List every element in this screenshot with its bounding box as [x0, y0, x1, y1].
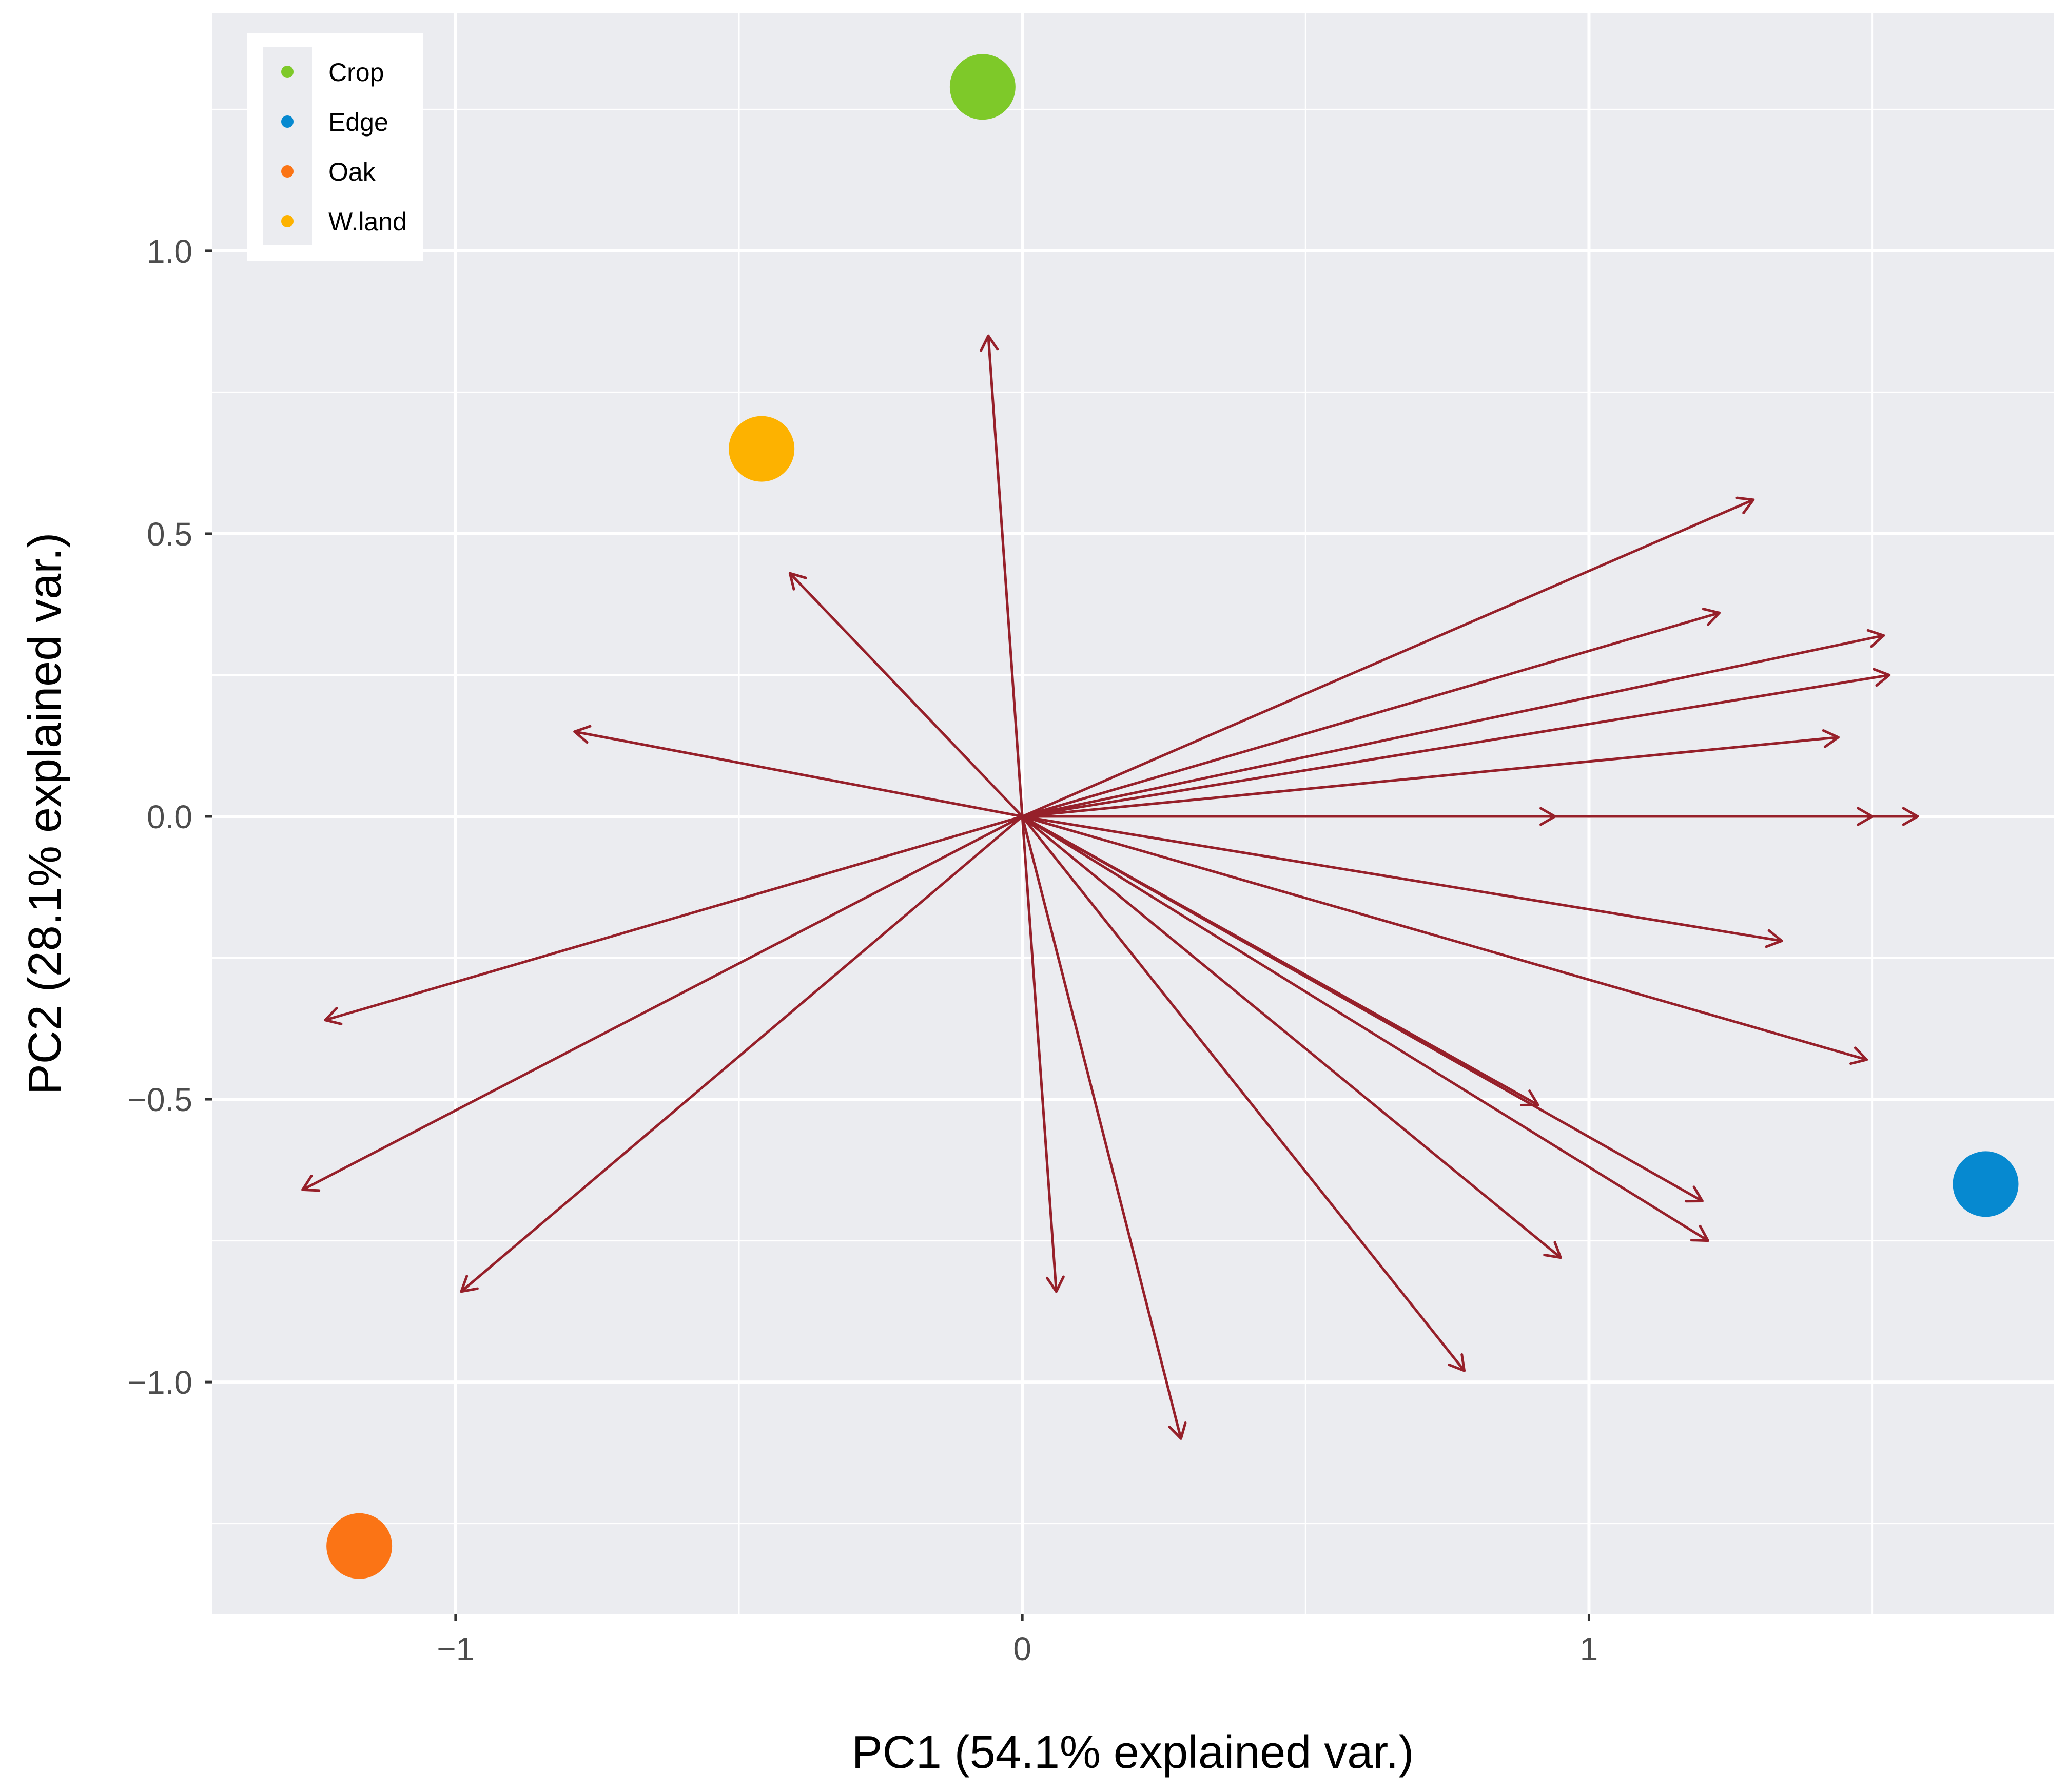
loading-arrow	[788, 572, 1024, 818]
y-axis-ticks: 1.0 0.5 0.0 −0.5 −1.0	[128, 233, 212, 1401]
loading-arrow-head	[980, 334, 999, 352]
loading-arrow-head	[1690, 1224, 1709, 1242]
loading-arrow-head	[460, 1275, 479, 1293]
loading-arrow-head	[1168, 1421, 1187, 1440]
y-tick-label: 1.0	[147, 233, 192, 270]
y-tick-label: 0.5	[147, 516, 192, 553]
y-axis-title: PC2 (28.1% explained var.)	[20, 533, 71, 1095]
loading-arrow-head	[1448, 1353, 1466, 1372]
loading-arrow-head	[1822, 729, 1840, 748]
legend-label: W.land	[328, 207, 407, 236]
legend-label: Edge	[328, 108, 388, 137]
x-axis-title: PC1 (54.1% explained var.)	[852, 1727, 1414, 1778]
grid-major	[212, 13, 2054, 1614]
loading-arrow-head	[573, 725, 592, 744]
loading-arrow-shaft	[788, 572, 1024, 818]
loading-arrow-shaft	[460, 815, 1024, 1293]
loading-arrow	[573, 725, 1024, 818]
loading-arrow	[1021, 496, 1755, 818]
legend: Crop Edge Oak W.land	[247, 33, 423, 261]
legend-key	[281, 215, 294, 227]
x-tick-label: 0	[1013, 1630, 1031, 1667]
loading-arrow-shaft	[1021, 815, 1466, 1372]
loading-arrow-head	[1849, 1046, 1868, 1065]
y-tick-label: −0.5	[128, 1081, 192, 1118]
loading-arrow-shaft	[1021, 498, 1755, 818]
loading-arrow	[1021, 807, 1919, 826]
loading-arrow-head	[1543, 1241, 1562, 1259]
loading-arrow-shaft	[1021, 673, 1891, 818]
loading-arrow-head	[1520, 1089, 1539, 1107]
loading-arrow	[980, 334, 1024, 818]
loading-arrow	[1021, 668, 1891, 818]
loading-arrow-shaft	[1021, 634, 1885, 818]
point-crop	[949, 54, 1016, 120]
loading-arrow	[1021, 629, 1885, 818]
loading-arrow-head	[301, 1174, 321, 1192]
loading-arrow	[1021, 815, 1065, 1293]
loading-arrow-shaft	[1021, 815, 1182, 1440]
loading-arrow-shaft	[987, 334, 1024, 818]
loading-arrow	[1021, 815, 1709, 1242]
loading-arrow-head	[1684, 1185, 1704, 1203]
point-edge	[1953, 1151, 2019, 1217]
y-tick-label: 0.0	[147, 798, 192, 835]
loading-arrow	[1021, 815, 1187, 1440]
loading-arrow-shaft	[1021, 815, 1783, 942]
loading-arrow-head	[1736, 496, 1755, 515]
loading-arrow-head	[1765, 929, 1783, 948]
y-tick-label: −1.0	[128, 1364, 192, 1401]
loading-arrow-head	[1702, 608, 1721, 626]
loading-arrow-shaft	[1021, 815, 1562, 1259]
loading-arrow-shaft	[573, 730, 1024, 818]
point-w-land	[729, 416, 795, 482]
loading-arrow	[1021, 815, 1562, 1259]
legend-key	[281, 165, 294, 178]
loading-arrow-shaft	[1021, 815, 1868, 1061]
loading-arrow-head	[1902, 807, 1919, 826]
loading-arrows	[301, 334, 1919, 1440]
loading-arrow-head	[324, 1007, 343, 1025]
legend-keys-background	[263, 47, 312, 245]
loading-arrow-head	[1873, 668, 1891, 687]
point-oak	[326, 1513, 393, 1579]
loading-arrow-shaft	[324, 815, 1024, 1022]
x-tick-label: −1	[437, 1630, 474, 1667]
legend-label: Crop	[328, 58, 384, 87]
sample-points	[326, 54, 2019, 1579]
loading-arrow-shaft	[1021, 815, 1704, 1202]
loading-arrow	[324, 815, 1024, 1025]
legend-label: Oak	[328, 158, 376, 186]
legend-key	[281, 66, 294, 78]
x-tick-label: 1	[1580, 1630, 1598, 1667]
loading-arrow-head	[1045, 1275, 1065, 1293]
loading-arrow-shaft	[1021, 611, 1721, 818]
loading-arrow-shaft	[1021, 815, 1709, 1242]
loading-arrow	[1021, 815, 1704, 1203]
loading-arrow	[1021, 815, 1466, 1372]
x-axis-ticks: −1 0 1	[437, 1614, 1598, 1667]
loading-arrow-shaft	[1021, 815, 1058, 1293]
loading-arrow	[460, 815, 1024, 1293]
legend-key	[281, 115, 294, 128]
plot-panel	[212, 13, 2054, 1614]
loading-arrow	[1021, 815, 1868, 1065]
loading-arrow	[301, 815, 1024, 1192]
loading-arrow	[1021, 608, 1721, 818]
loading-arrow	[1021, 815, 1783, 948]
loading-arrow-head	[788, 572, 807, 591]
loading-arrow-shaft	[1021, 736, 1840, 818]
loading-arrow-shaft	[301, 815, 1024, 1191]
loading-arrow	[1021, 729, 1840, 818]
loading-arrow-head	[1866, 629, 1885, 648]
grid-minor	[212, 13, 2054, 1614]
